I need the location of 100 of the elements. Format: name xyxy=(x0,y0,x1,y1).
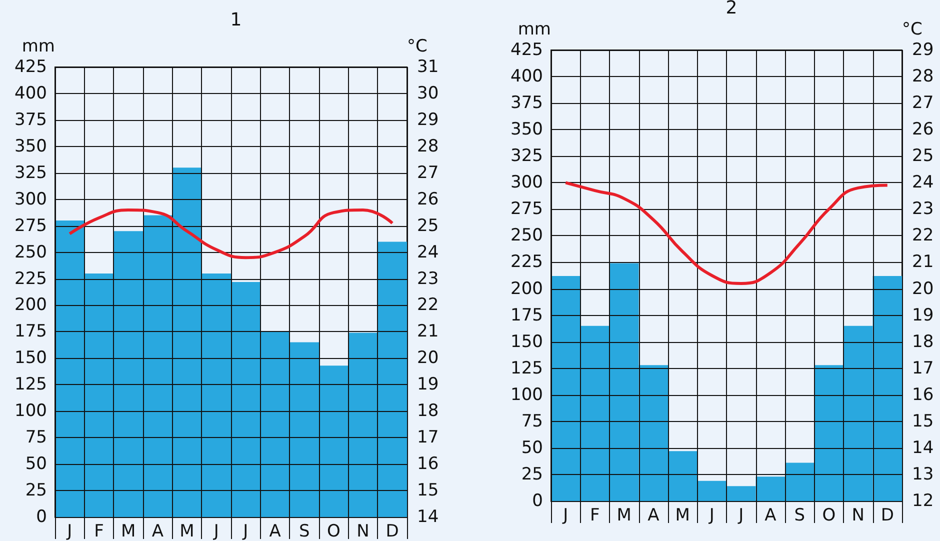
y2-tick-label: 13 xyxy=(912,464,934,484)
x-tick-label: A xyxy=(152,522,164,541)
y2-tick-label: 28 xyxy=(417,136,439,156)
y-tick-label: 325 xyxy=(14,162,47,183)
y2-tick-label: 15 xyxy=(912,411,934,432)
x-tick-label: O xyxy=(822,506,836,526)
x-tick-label: F xyxy=(590,506,600,526)
y2-tick-label: 24 xyxy=(912,172,934,193)
y-tick-label: 0 xyxy=(36,507,47,527)
x-tick-label: D xyxy=(880,506,894,526)
y2-tick-label: 26 xyxy=(912,120,934,140)
y-tick-label: 175 xyxy=(510,305,543,326)
y-tick-label: 300 xyxy=(14,189,47,210)
y2-tick-label: 21 xyxy=(417,322,439,342)
x-tick-label: J xyxy=(562,506,568,526)
chart-title: 2 xyxy=(726,0,738,18)
y2-tick-label: 20 xyxy=(417,348,439,368)
x-tick-label: D xyxy=(386,522,399,541)
y2-tick-label: 16 xyxy=(912,384,934,405)
x-tick-label: F xyxy=(94,522,104,541)
y-tick-label: 200 xyxy=(14,295,47,316)
x-tick-label: A xyxy=(648,506,660,526)
y2-tick-label: 22 xyxy=(417,295,439,316)
y2-tick-label: 19 xyxy=(417,374,439,395)
x-tick-label: N xyxy=(852,506,864,526)
y-tick-label: 325 xyxy=(510,146,543,166)
y2-tick-label: 15 xyxy=(417,480,439,501)
y-tick-label: 175 xyxy=(14,322,47,342)
y2-tick-label: 30 xyxy=(417,83,439,104)
y-tick-label: 50 xyxy=(521,438,543,458)
x-tick-label: M xyxy=(180,522,194,541)
x-tick-label: N xyxy=(356,522,370,541)
y2-tick-label: 17 xyxy=(417,428,439,448)
y2-tick-label: 23 xyxy=(912,199,934,220)
y2-tick-label: 12 xyxy=(912,491,934,511)
y-axis-title: mm xyxy=(518,20,551,40)
line-series xyxy=(564,181,889,285)
x-tick-label: J xyxy=(66,522,72,541)
y2-tick-label: 21 xyxy=(912,252,934,272)
y-tick-label: 125 xyxy=(14,374,47,395)
y-tick-label: 250 xyxy=(510,226,543,246)
y-tick-label: 225 xyxy=(14,268,47,289)
y2-tick-label: 29 xyxy=(912,40,934,60)
y-tick-label: 150 xyxy=(14,348,47,368)
y2-tick-label: 31 xyxy=(417,57,439,77)
y2-tick-label: 14 xyxy=(417,507,439,527)
y-tick-label: 125 xyxy=(510,358,543,378)
x-tick-label: M xyxy=(120,522,136,541)
y-tick-label: 300 xyxy=(510,172,543,193)
x-tick-label: A xyxy=(269,522,282,541)
y-tick-label: 400 xyxy=(14,83,47,104)
y-tick-label: 375 xyxy=(510,93,543,114)
y2-tick-label: 28 xyxy=(912,66,934,87)
y-tick-label: 400 xyxy=(510,66,543,87)
y2-tick-label: 23 xyxy=(417,268,439,289)
y-tick-label: 225 xyxy=(510,252,543,272)
y2-tick-label: 27 xyxy=(417,162,439,183)
y-tick-label: 200 xyxy=(510,278,543,299)
y2-tick-label: 29 xyxy=(417,110,439,130)
y-tick-label: 75 xyxy=(25,428,47,448)
y2-tick-label: 25 xyxy=(912,146,934,166)
y-tick-label: 100 xyxy=(14,401,47,422)
line-series xyxy=(68,208,394,260)
y-tick-label: 250 xyxy=(14,242,47,262)
x-tick-label: O xyxy=(326,522,340,541)
y-tick-label: 100 xyxy=(510,384,543,405)
y-tick-label: 425 xyxy=(510,40,543,60)
y-tick-label: 25 xyxy=(521,464,543,484)
y2-tick-label: 17 xyxy=(912,358,934,378)
y2-tick-label: 18 xyxy=(417,401,439,422)
y2-tick-label: 20 xyxy=(912,278,934,299)
x-tick-label: S xyxy=(794,506,806,526)
y-tick-label: 50 xyxy=(25,454,47,474)
y2-axis-title: °C xyxy=(407,36,428,56)
y2-tick-label: 27 xyxy=(912,93,934,114)
x-tick-label: J xyxy=(242,522,248,541)
y2-tick-label: 16 xyxy=(417,454,439,474)
y-tick-label: 425 xyxy=(14,57,47,77)
y-tick-label: 350 xyxy=(510,120,543,140)
y-tick-label: 275 xyxy=(14,216,47,236)
y2-tick-label: 19 xyxy=(912,305,934,326)
x-tick-label: J xyxy=(212,522,219,541)
x-tick-label: J xyxy=(708,506,714,526)
y-tick-label: 150 xyxy=(510,332,543,352)
x-tick-label: A xyxy=(764,506,777,526)
y-tick-label: 75 xyxy=(521,411,543,432)
y-tick-label: 375 xyxy=(14,110,47,130)
y2-tick-label: 24 xyxy=(417,242,439,262)
x-tick-label: M xyxy=(675,506,690,526)
y-tick-label: 350 xyxy=(14,136,47,156)
y2-tick-label: 26 xyxy=(417,189,439,210)
y2-axis-title: °C xyxy=(902,20,922,40)
y2-tick-label: 14 xyxy=(912,438,934,458)
y2-tick-label: 22 xyxy=(912,226,934,246)
y-axis-title: mm xyxy=(22,36,55,56)
y-tick-label: 275 xyxy=(510,199,543,220)
y2-tick-label: 18 xyxy=(912,332,934,352)
y-tick-label: 0 xyxy=(532,491,543,511)
y-tick-label: 25 xyxy=(25,480,47,501)
y2-tick-label: 25 xyxy=(417,216,439,236)
